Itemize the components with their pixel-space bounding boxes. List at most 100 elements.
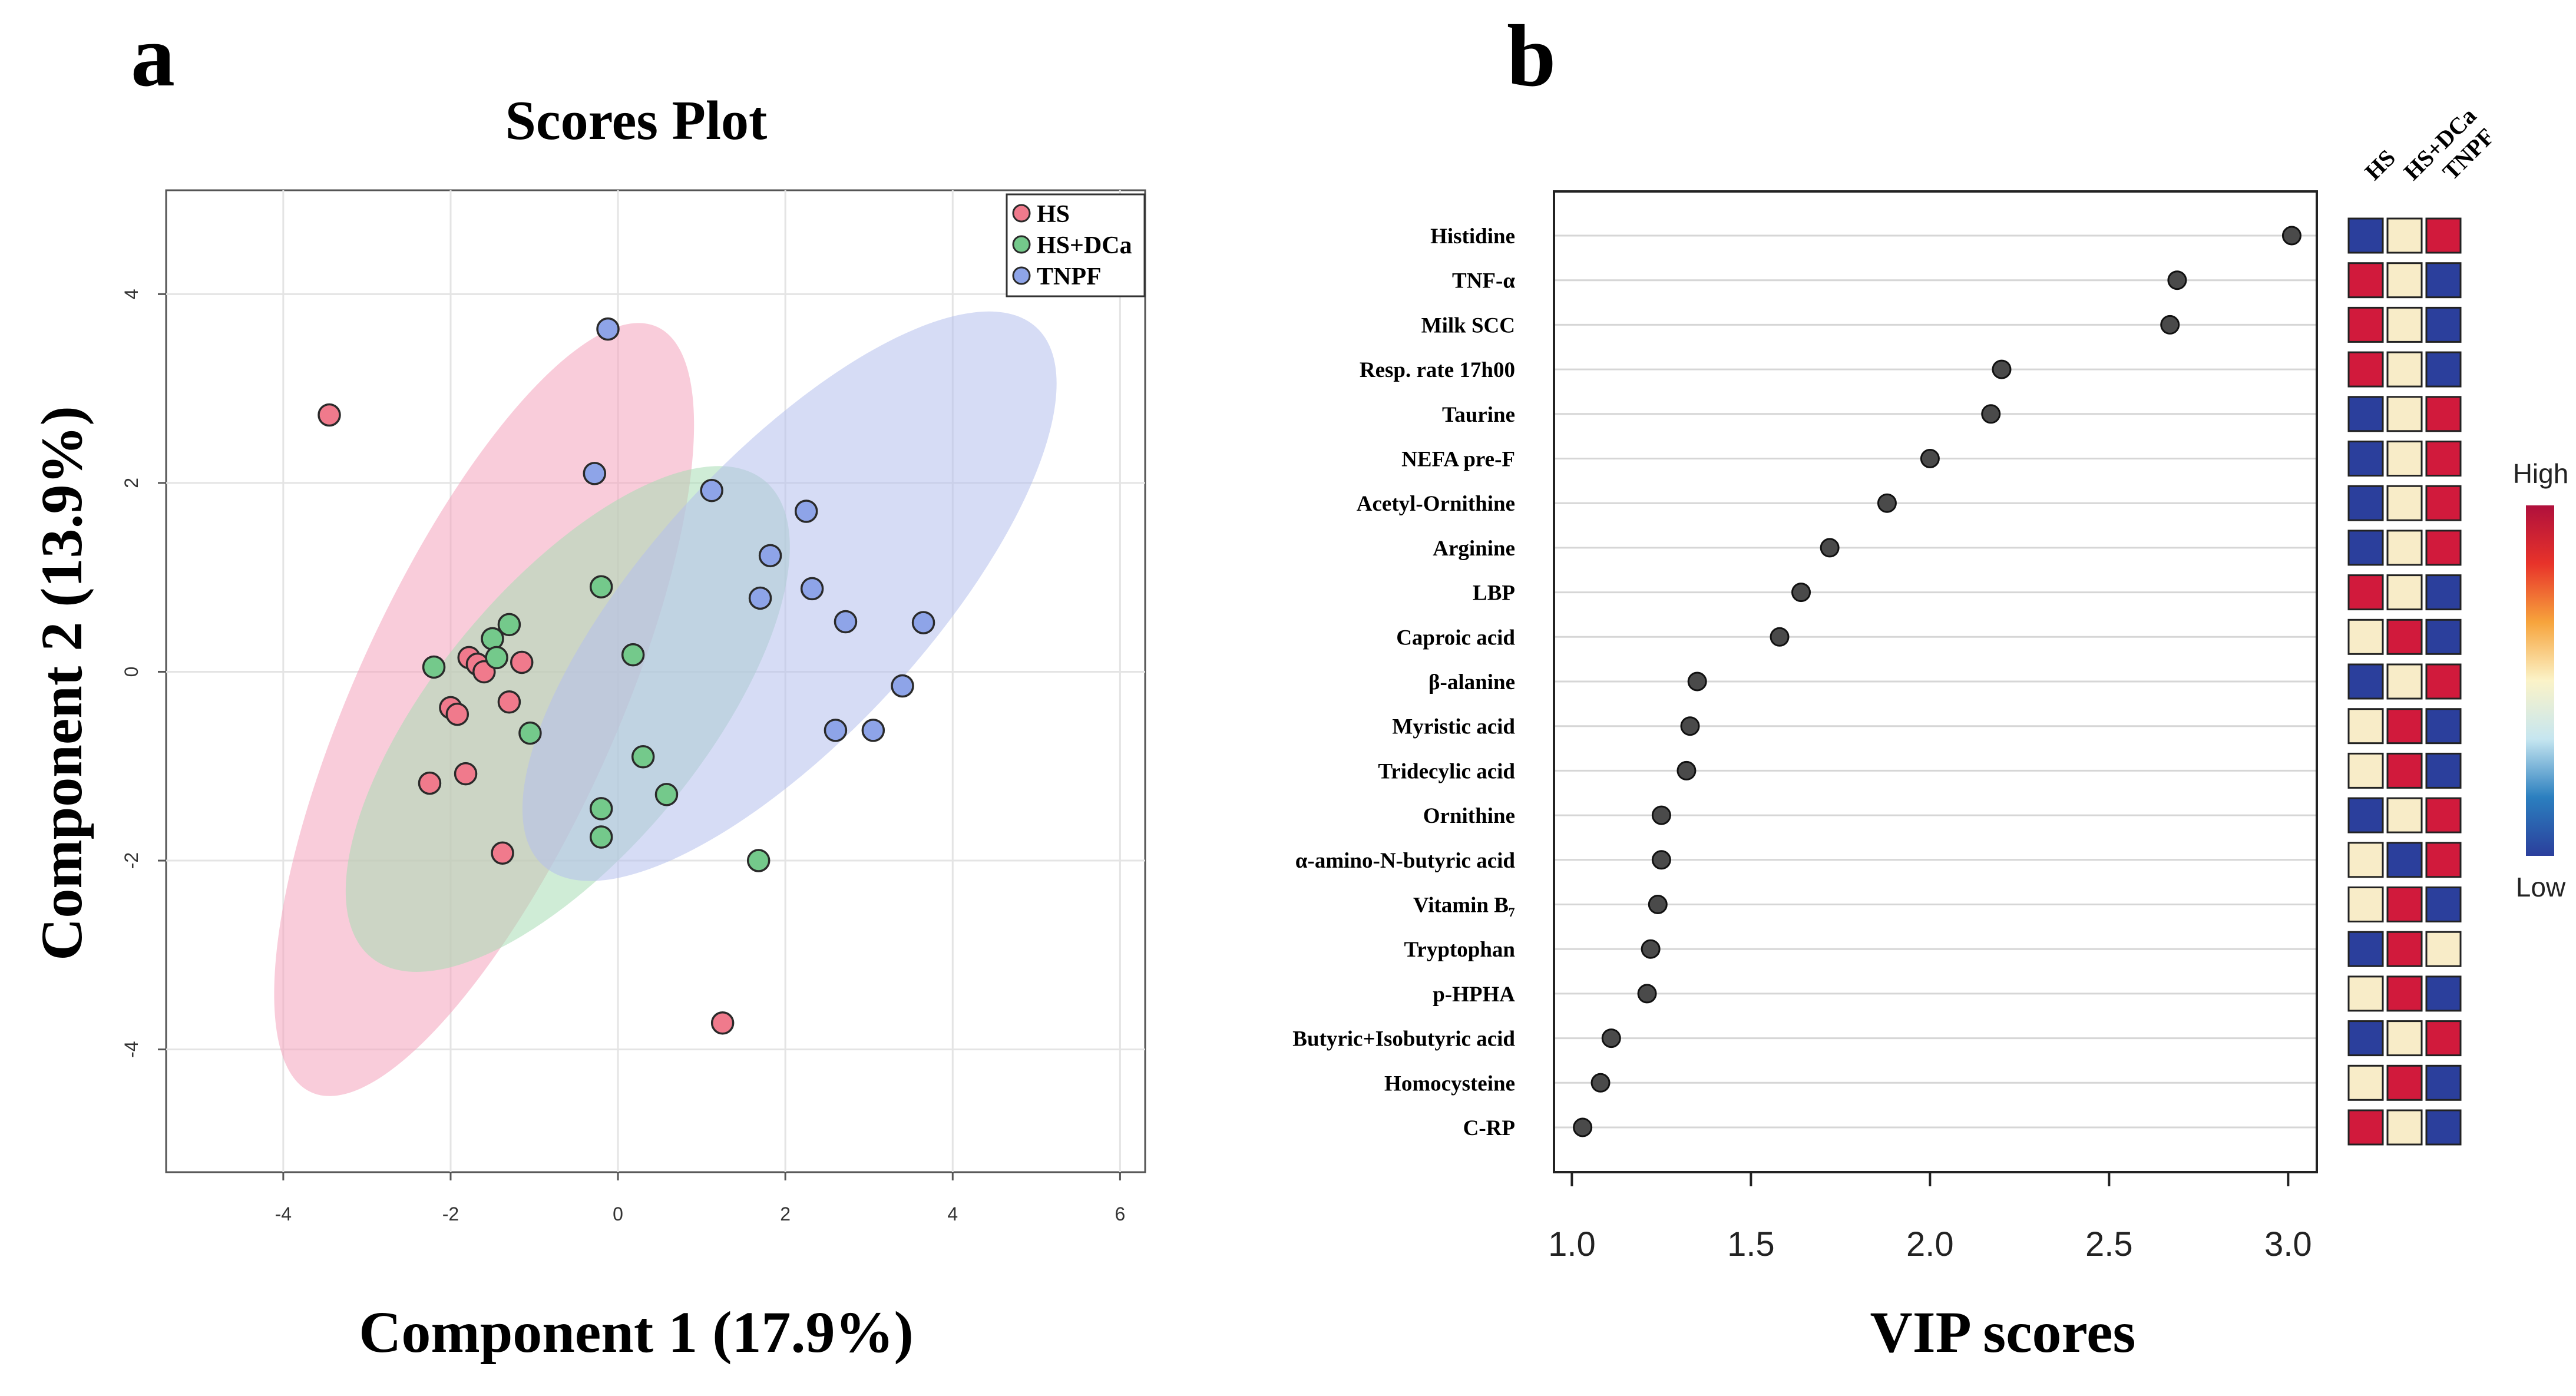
vip-label: p-HPHA: [1433, 983, 1515, 1007]
heatmap-cell: [2425, 485, 2462, 521]
vip-label: Ornithine: [1423, 804, 1515, 828]
vip-point: [1590, 1073, 1611, 1093]
heatmap-cell: [2425, 396, 2462, 432]
heatmap-cell: [2347, 530, 2384, 566]
legend-marker-hs: [1012, 204, 1031, 223]
score-point-hsdca: [654, 783, 679, 806]
heatmap-cell: [2386, 1109, 2423, 1146]
vip-point: [1687, 671, 1707, 692]
score-point-hsdca: [485, 646, 508, 670]
y-tick-label: -2: [121, 852, 142, 869]
vip-label: Acetyl-Ornithine: [1357, 492, 1515, 516]
heatmap-cell: [2347, 708, 2384, 745]
heatmap-cell: [2425, 797, 2462, 833]
panel-b-letter: b: [1507, 7, 1556, 105]
score-points: [318, 317, 935, 1035]
score-point-hs: [454, 762, 478, 786]
heatmap-cell: [2386, 485, 2423, 521]
score-point-tnpf: [824, 719, 848, 742]
heatmap-cell: [2347, 618, 2384, 655]
heatmap-cell: [2425, 975, 2462, 1012]
vip-point: [2167, 270, 2187, 290]
x-tick-label: 2: [780, 1203, 791, 1225]
vip-point: [1992, 359, 2012, 379]
vip-point: [1770, 627, 1790, 647]
heatmap-cell: [2386, 262, 2423, 299]
heatmap-cell: [2386, 1020, 2423, 1057]
score-point-hsdca: [589, 825, 613, 849]
vip-label: Resp. rate 17h00: [1360, 358, 1515, 382]
heatmap-cell: [2425, 530, 2462, 566]
vip-point: [1791, 583, 1811, 603]
score-point-hsdca: [589, 575, 613, 598]
heatmap-cell: [2425, 574, 2462, 611]
heatmap-cell: [2347, 842, 2384, 878]
heatmap-cell: [2347, 1064, 2384, 1101]
heatmap-cell: [2425, 217, 2462, 254]
heatmap-cell: [2386, 931, 2423, 967]
colorbar-gradient: [2526, 505, 2554, 856]
score-point-tnpf: [583, 462, 607, 485]
score-point-tnpf: [794, 499, 818, 523]
score-point-tnpf: [596, 317, 620, 341]
score-point-hs: [491, 841, 514, 865]
heatmap-cell: [2347, 262, 2384, 299]
heatmap-cell: [2386, 217, 2423, 254]
score-point-tnpf: [834, 610, 858, 634]
vip-rows: Histidine TNF-α Milk SCC Resp. rate 17h00 Ta…: [1292, 224, 2317, 1140]
heatmap-cell: [2347, 1020, 2384, 1057]
heatmap-cell: [2425, 886, 2462, 922]
vip-label: LBP: [1473, 581, 1515, 606]
heatmap-cell: [2425, 1064, 2462, 1101]
y-tick-label: -4: [121, 1041, 142, 1057]
confidence-ellipse-tnpf: [522, 311, 1057, 881]
vip-label: Tridecylic acid: [1378, 759, 1515, 783]
heatmap-cell: [2386, 752, 2423, 789]
score-point-hsdca: [422, 655, 446, 679]
heatmap-cell: [2425, 618, 2462, 655]
vip-label: Tryptophan: [1404, 938, 1516, 962]
heatmap-cell: [2386, 530, 2423, 566]
heatmap-cell: [2347, 485, 2384, 521]
heatmap-cell: [2347, 975, 2384, 1012]
heatmap-cell: [2347, 663, 2384, 700]
vip-point: [1573, 1117, 1593, 1137]
heatmap-cell: [2386, 663, 2423, 700]
x-tick-label: 6: [1115, 1203, 1125, 1225]
vip-point: [2160, 315, 2180, 335]
legend-marker-hsdca: [1012, 235, 1031, 254]
vip-x-tick-label: 2.5: [2085, 1225, 2133, 1263]
y-tick-label: 2: [121, 478, 142, 488]
vip-plot-area: [1553, 190, 2318, 1173]
vip-point: [1641, 939, 1661, 959]
heatmap-cell: [2425, 351, 2462, 388]
heatmap-cell: [2425, 842, 2462, 878]
vip-label: α-amino-N-butyric acid: [1295, 849, 1516, 873]
legend-label: HS: [1037, 201, 1070, 228]
score-point-tnpf: [891, 674, 914, 698]
x-axis-ticks: -4 -2 0 2 4 6: [275, 1172, 1125, 1225]
legend-marker-tnpf: [1012, 266, 1031, 285]
score-point-tnpf: [861, 719, 885, 742]
heatmap-cell: [2425, 663, 2462, 700]
score-point-hsdca: [631, 745, 655, 769]
colorbar-high-label: High: [2513, 458, 2569, 489]
score-point-hsdca: [497, 613, 521, 637]
vip-label: Milk SCC: [1421, 313, 1515, 338]
heatmap-cell: [2386, 797, 2423, 833]
heatmap-cell: [2347, 306, 2384, 343]
score-point-tnpf: [700, 478, 723, 502]
score-point-hs: [318, 403, 341, 427]
legend-label: HS+DCa: [1037, 232, 1132, 259]
heatmap-cell: [2425, 931, 2462, 967]
vip-point: [2281, 226, 2301, 246]
score-point-hsdca: [746, 849, 771, 872]
heatmap-cell: [2347, 797, 2384, 833]
heatmap-cell: [2386, 441, 2423, 477]
vip-x-tick-label: 1.5: [1727, 1225, 1775, 1263]
vip-point: [1680, 716, 1700, 736]
heatmap-cell: [2425, 1109, 2462, 1146]
heatmap-cell: [2347, 886, 2384, 922]
vip-x-tick-label: 2.0: [1906, 1225, 1954, 1263]
